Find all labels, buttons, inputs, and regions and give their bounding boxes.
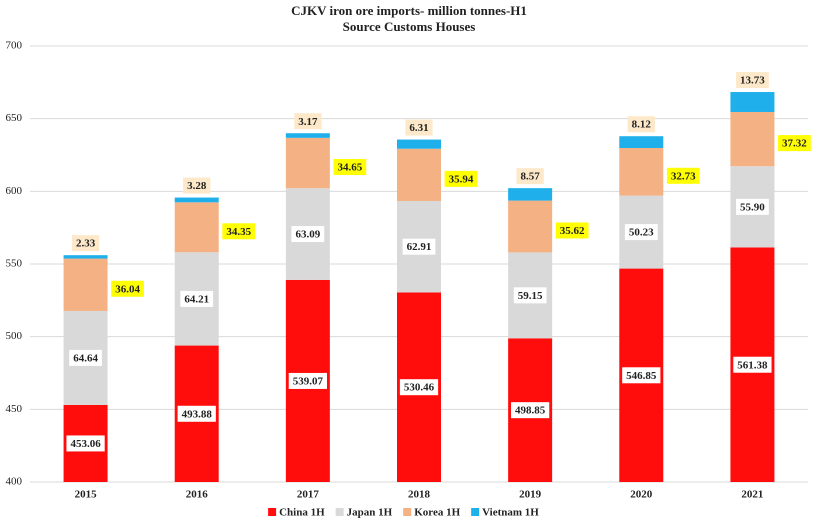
label-box (622, 367, 661, 384)
bar-segment (285, 133, 330, 138)
x-tick-label: 2016 (186, 489, 209, 501)
data-label: 37.32 (782, 138, 807, 150)
data-label: 34.35 (226, 226, 251, 238)
label-box (402, 238, 436, 255)
bar-segment (508, 188, 553, 201)
legend-label: Japan 1H (347, 507, 393, 519)
bar-segment (730, 111, 775, 167)
data-label: 64.64 (73, 352, 98, 364)
data-label: 2.33 (76, 238, 96, 250)
y-tick-label: 700 (6, 40, 23, 52)
data-label: 8.57 (521, 171, 541, 183)
label-box (511, 402, 550, 419)
bar-segment (397, 148, 441, 201)
label-box (71, 235, 100, 252)
bar-segment (619, 148, 664, 196)
data-label: 498.85 (515, 405, 546, 417)
label-box (66, 435, 105, 452)
x-tick-label: 2015 (75, 489, 98, 501)
label-box (513, 287, 547, 304)
label-box (183, 177, 211, 194)
bar-segment (730, 92, 775, 112)
data-label: 36.04 (115, 283, 140, 295)
label-box (69, 349, 102, 366)
label-box (405, 119, 433, 136)
label-box (222, 223, 256, 240)
label-box (111, 280, 144, 297)
label-box (733, 356, 772, 373)
data-label: 62.91 (407, 241, 432, 253)
x-tick-label: 2019 (519, 489, 542, 501)
label-box (294, 113, 322, 130)
bar-segment (174, 197, 219, 203)
label-box (444, 170, 478, 187)
bar-segment (63, 255, 108, 259)
legend-label: China 1H (279, 507, 325, 519)
data-label: 55.90 (740, 201, 765, 213)
legend-label: Vietnam 1H (482, 507, 539, 519)
label-box (624, 224, 658, 241)
y-tick-label: 600 (6, 185, 23, 197)
x-tick-label: 2021 (741, 489, 763, 501)
legend-swatch (403, 508, 412, 516)
y-tick-label: 400 (6, 476, 23, 488)
label-box (288, 372, 327, 389)
data-label: 35.94 (449, 173, 474, 185)
label-box (666, 167, 700, 184)
data-label: 3.17 (298, 116, 318, 128)
data-label: 453.06 (70, 438, 101, 450)
data-label: 32.73 (671, 170, 696, 182)
data-label: 34.65 (337, 162, 362, 174)
legend-swatch (335, 508, 344, 516)
data-label: 63.09 (295, 229, 320, 241)
label-box (778, 135, 811, 152)
label-box (736, 72, 769, 89)
chart-title: CJKV iron ore imports- million tonnes-H1 (291, 3, 527, 18)
bar-segment (508, 200, 553, 253)
data-label: 530.46 (404, 382, 435, 394)
bar-segment (285, 137, 330, 189)
label-box (555, 222, 589, 239)
x-tick-label: 2017 (297, 489, 320, 501)
label-box (516, 168, 544, 185)
x-tick-label: 2018 (408, 489, 431, 501)
data-label: 3.28 (187, 180, 207, 192)
legend-label: Korea 1H (414, 507, 460, 519)
data-label: 6.31 (409, 122, 428, 134)
data-label: 35.62 (560, 225, 585, 237)
data-label: 50.23 (629, 227, 654, 239)
data-label: 59.15 (518, 290, 543, 302)
label-box (177, 405, 216, 422)
bar-segment (174, 202, 219, 253)
data-label: 64.21 (184, 293, 209, 305)
label-box (291, 226, 325, 243)
bar-segment (619, 136, 664, 149)
data-label: 8.12 (632, 119, 652, 131)
y-tick-label: 650 (6, 112, 23, 124)
data-label: 546.85 (626, 370, 657, 382)
bar-segment (397, 139, 441, 149)
data-label: 561.38 (737, 359, 768, 371)
chart-subtitle: Source Customs Houses (343, 19, 476, 34)
y-tick-label: 500 (6, 330, 23, 342)
legend-swatch (471, 508, 480, 516)
y-tick-label: 450 (6, 403, 23, 415)
bar-segment (63, 258, 108, 311)
label-box (333, 159, 367, 176)
y-tick-label: 550 (6, 258, 23, 270)
label-box (399, 379, 439, 396)
label-box (180, 290, 214, 307)
data-label: 539.07 (293, 375, 324, 387)
x-tick-label: 2020 (630, 489, 653, 501)
data-label: 13.73 (740, 75, 765, 87)
label-box (627, 116, 655, 133)
data-label: 493.88 (182, 408, 213, 420)
label-box (736, 198, 769, 215)
legend-swatch (268, 508, 277, 516)
